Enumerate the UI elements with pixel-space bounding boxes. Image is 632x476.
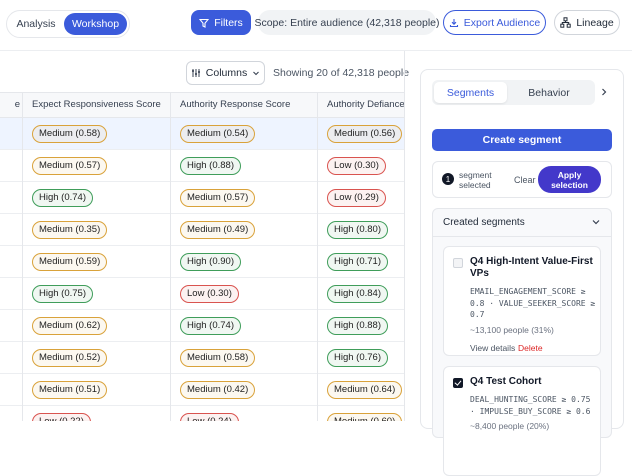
score-badge: High (0.90) [180, 253, 241, 271]
segment-count: ~8,400 people (20%) [470, 421, 550, 431]
column-header: Expect Responsiveness Score [32, 99, 161, 110]
table-row[interactable] [0, 214, 404, 246]
score-badge: Medium (0.62) [32, 317, 108, 335]
column-line [22, 92, 23, 421]
score-badge: Medium (0.58) [32, 125, 108, 143]
table-row[interactable] [0, 342, 404, 374]
score-badge: High (0.71) [327, 253, 388, 271]
score-badge: Low (0.30) [327, 157, 386, 175]
score-badge: High (0.88) [327, 317, 388, 335]
score-badge: Medium (0.52) [32, 349, 108, 367]
score-badge: Medium (0.51) [32, 381, 108, 399]
table-row[interactable] [0, 150, 404, 182]
score-badge: High (0.80) [327, 221, 388, 239]
column-header: Authority Response Score [180, 99, 291, 110]
score-badge: Medium (0.57) [32, 157, 108, 175]
divider [433, 236, 611, 237]
row-count: Showing 20 of 42,318 people [273, 67, 410, 79]
label: Lineage [576, 16, 614, 29]
table-row[interactable] [0, 278, 404, 310]
label: Filters [214, 16, 243, 29]
table-row[interactable] [0, 246, 404, 278]
segment-title: Q4 Test Cohort [470, 376, 542, 387]
segment-checkbox[interactable] [453, 378, 463, 388]
delete-link[interactable]: Delete [518, 342, 543, 353]
columns-icon [191, 69, 200, 77]
panel-divider [404, 51, 405, 421]
tab-behavior[interactable]: Behavior [528, 86, 570, 99]
segment-rule: DEAL_HUNTING_SCORE ≥ 0.75 · IMPULSE_BUY_… [470, 395, 591, 416]
segment-rule: EMAIL_ENGAGEMENT_SCORE ≥ 0.8 · VALUE_SEE… [470, 287, 596, 319]
score-badge: High (0.88) [180, 157, 241, 175]
view-details-link[interactable]: View details [470, 342, 516, 353]
score-badge: Low (0.24) [180, 413, 239, 421]
score-badge: Medium (0.60) [327, 413, 403, 421]
tab-workshop[interactable]: Workshop [64, 13, 127, 35]
score-badge: Medium (0.57) [180, 189, 256, 207]
segment-count: ~13,100 people (31%) [470, 324, 554, 335]
download-icon [449, 18, 458, 27]
label: Columns [205, 67, 248, 79]
column-header: e [14, 99, 20, 110]
apply-selection-button[interactable]: Apply selection [538, 166, 601, 193]
selected-label: segment selected [459, 170, 492, 190]
view-toggle [6, 10, 130, 38]
segment-card [443, 246, 601, 356]
score-badge: High (0.84) [327, 285, 388, 303]
score-badge: Medium (0.54) [180, 125, 256, 143]
score-badge: Medium (0.58) [180, 349, 256, 367]
score-badge: High (0.76) [327, 349, 388, 367]
selected-count: 1 [442, 173, 454, 185]
data-table: e Expect Responsiveness Score Authority Re… [0, 92, 404, 421]
clear-button[interactable]: Clear [514, 175, 536, 185]
selection-bar [432, 161, 612, 198]
scope-pill[interactable]: Scope: Entire audience (42,318 people) [254, 10, 440, 35]
chevron-down[interactable] [591, 217, 601, 227]
created-title: Created segments [443, 217, 525, 228]
page: Analysis Workshop Filters Scope: Entire … [0, 10, 632, 476]
table-row[interactable] [0, 310, 404, 342]
filter-icon [199, 18, 210, 28]
divider [0, 50, 632, 51]
chevron-right[interactable] [599, 87, 609, 97]
column-line [317, 92, 318, 421]
table-row[interactable] [0, 182, 404, 214]
score-badge: Medium (0.42) [180, 381, 256, 399]
score-badge: High (0.75) [32, 285, 93, 303]
table-row[interactable] [0, 118, 404, 150]
column-header: Authority Defiance Sc [327, 99, 404, 110]
export-button[interactable]: Export Audience [443, 10, 546, 35]
score-badge: Medium (0.64) [327, 381, 403, 399]
filters-button[interactable]: Filters [191, 10, 251, 35]
score-badge: Medium (0.56) [327, 125, 403, 143]
score-badge: Low (0.30) [180, 285, 239, 303]
tab-segments[interactable]: Segments [434, 82, 507, 103]
score-badge: Low (0.22) [32, 413, 91, 421]
table-row[interactable] [0, 374, 404, 406]
lineage-icon [560, 17, 572, 28]
segment-checkbox[interactable] [453, 258, 463, 268]
column-line [170, 92, 171, 421]
chevron-down [253, 71, 260, 76]
tab-analysis[interactable]: Analysis [16, 18, 56, 30]
segment-title: Q4 High-Intent Value-First VPs [470, 256, 593, 279]
score-badge: High (0.74) [32, 189, 93, 207]
create-segment-button[interactable]: Create segment [432, 129, 612, 151]
score-badge: Medium (0.59) [32, 253, 108, 271]
label: Export Audience [463, 16, 541, 29]
table-header [0, 92, 404, 118]
score-badge: High (0.74) [180, 317, 241, 335]
score-badge: Low (0.29) [327, 189, 386, 207]
columns-button[interactable]: Columns [186, 61, 265, 85]
lineage-button[interactable]: Lineage [554, 10, 620, 35]
score-badge: Medium (0.49) [180, 221, 256, 239]
score-badge: Medium (0.35) [32, 221, 108, 239]
